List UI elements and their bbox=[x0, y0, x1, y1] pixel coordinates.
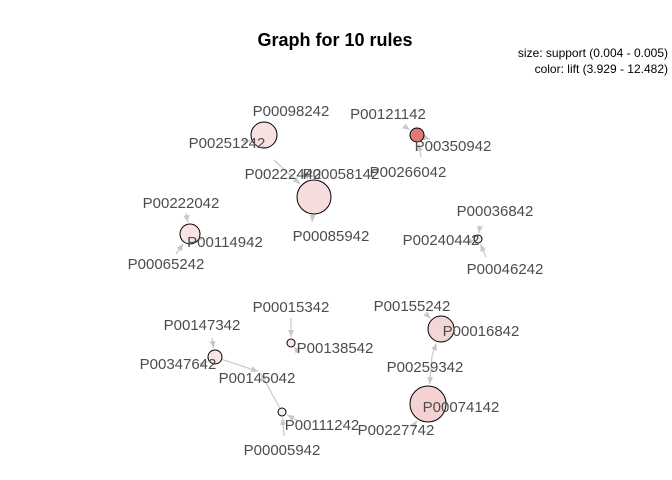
item-label-p00138542[interactable]: P00138542 bbox=[297, 340, 374, 357]
rule-node-9[interactable] bbox=[409, 385, 447, 423]
edge-P00222042-to-rule-4 bbox=[183, 212, 190, 223]
rule-node-4[interactable] bbox=[179, 223, 201, 245]
item-label-p00145042[interactable]: P00145042 bbox=[219, 370, 296, 387]
item-label-p00036842[interactable]: P00036842 bbox=[457, 203, 534, 220]
edge-rule-5-to-P00240442 bbox=[464, 237, 474, 244]
item-label-p00005942[interactable]: P00005942 bbox=[244, 442, 321, 459]
item-label-p00350942[interactable]: P00350942 bbox=[415, 138, 492, 155]
edge-P00347642-to-rule-7 bbox=[199, 361, 208, 368]
rule-node-7[interactable] bbox=[207, 349, 223, 365]
item-label-p00015342[interactable]: P00015342 bbox=[253, 299, 330, 316]
edge-P00251242-to-rule-1 bbox=[242, 139, 251, 146]
edge-P00005942-to-rule-10 bbox=[280, 417, 287, 437]
edge-P00046242-to-rule-5 bbox=[479, 244, 487, 258]
rule-node-10[interactable] bbox=[277, 407, 287, 417]
item-label-p00240442[interactable]: P00240442 bbox=[403, 232, 480, 249]
edge-rule-10-to-P00145042 bbox=[260, 373, 281, 408]
item-label-p00259342[interactable]: P00259342 bbox=[387, 359, 464, 376]
item-label-p00121142[interactable]: P00121142 bbox=[350, 106, 426, 123]
edge-P00227742-to-rule-9 bbox=[410, 420, 418, 429]
edge-P00058142-to-rule-2 bbox=[302, 171, 309, 180]
item-label-p00098242[interactable]: P00098242 bbox=[253, 103, 330, 120]
edge-P00222442-to-rule-2 bbox=[273, 159, 301, 185]
edge-P00121142-to-rule-3 bbox=[402, 123, 410, 131]
edge-rule-3-to-P00350942 bbox=[422, 134, 431, 140]
edge-rule-7-to-P00145042 bbox=[222, 358, 259, 373]
edge-P00111242-to-rule-10 bbox=[286, 414, 299, 422]
edge-P00266042-to-rule-3 bbox=[416, 143, 423, 158]
rules-layer bbox=[179, 121, 483, 423]
item-label-p00065242[interactable]: P00065242 bbox=[128, 256, 205, 273]
edge-P00065242-to-rule-4 bbox=[175, 243, 184, 255]
legend-color: color: lift (3.929 - 12.482) bbox=[535, 62, 668, 76]
item-label-p00114942[interactable]: P00114942 bbox=[187, 234, 263, 251]
rule-node-6[interactable] bbox=[286, 338, 296, 348]
edge-P00155242-to-rule-8 bbox=[423, 311, 431, 319]
item-label-p00266042[interactable]: P00266042 bbox=[370, 164, 447, 181]
rule-node-3[interactable] bbox=[409, 127, 425, 143]
item-label-p00147342[interactable]: P00147342 bbox=[164, 317, 241, 334]
item-label-p00016842[interactable]: P00016842 bbox=[443, 323, 520, 340]
item-label-p00222442[interactable]: P00222442 bbox=[245, 166, 322, 183]
item-label-p00347642[interactable]: P00347642 bbox=[140, 356, 217, 373]
rule-node-8[interactable] bbox=[427, 315, 455, 343]
edge-rule-2-to-P00085942 bbox=[309, 214, 316, 223]
item-label-p00222042[interactable]: P00222042 bbox=[143, 195, 220, 212]
item-label-p00074142[interactable]: P00074142 bbox=[423, 399, 500, 416]
graph-title: Graph for 10 rules bbox=[257, 30, 412, 50]
item-label-p00155242[interactable]: P00155242 bbox=[374, 298, 451, 315]
edge-P00036842-to-rule-5 bbox=[477, 225, 483, 234]
rule-node-2[interactable] bbox=[296, 179, 332, 215]
edge-P00147342-to-rule-7 bbox=[209, 337, 216, 349]
rule-node-5[interactable] bbox=[473, 234, 483, 244]
item-label-p00058142[interactable]: P00058142 bbox=[303, 166, 380, 183]
rule-node-1[interactable] bbox=[250, 121, 278, 149]
legend-size: size: support (0.004 - 0.005) bbox=[518, 46, 668, 60]
item-label-p00046242[interactable]: P00046242 bbox=[467, 261, 544, 278]
item-label-p00111242[interactable]: P00111242 bbox=[285, 417, 360, 434]
item-label-p00251242[interactable]: P00251242 bbox=[189, 135, 266, 152]
edge-rule-4-to-P00114942 bbox=[194, 234, 203, 241]
item-label-p00085942[interactable]: P00085942 bbox=[293, 228, 370, 245]
item-label-p00227742[interactable]: P00227742 bbox=[358, 422, 435, 439]
edge-P00259342-to-rule-9 bbox=[427, 355, 434, 385]
edge-P00259342-to-rule-8 bbox=[431, 343, 437, 357]
